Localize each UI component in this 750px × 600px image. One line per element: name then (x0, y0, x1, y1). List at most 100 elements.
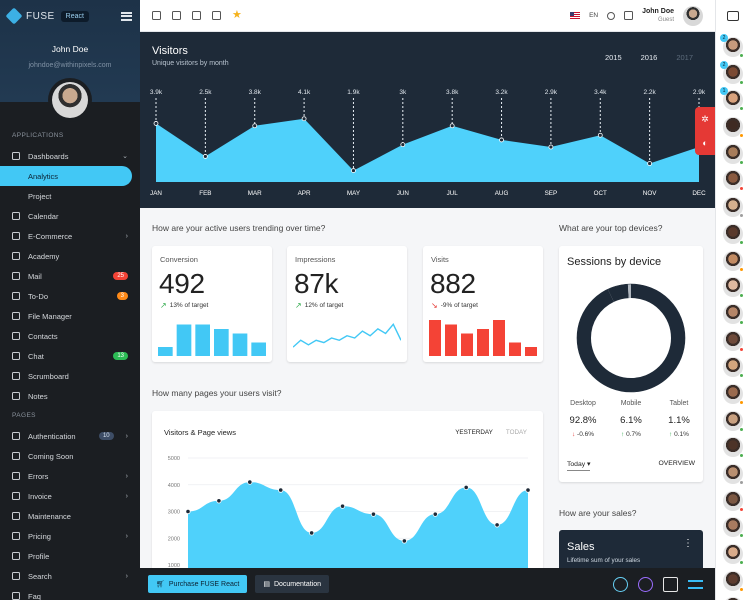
toolbar-user-role: Guest (657, 16, 674, 23)
language-label[interactable]: EN (589, 12, 599, 19)
contact-avatar[interactable] (723, 117, 744, 139)
documentation-label: Documentation (273, 580, 322, 588)
sidebar-item-dashboards[interactable]: Dashboards ⌄ (0, 146, 140, 166)
overview-button[interactable]: OVERVIEW (658, 460, 695, 467)
y-tick-label: 2000 (168, 536, 180, 542)
contact-avatar[interactable] (723, 197, 744, 219)
sidebar-item-authentication[interactable]: Authentication 10 › (0, 426, 140, 446)
kpi-value: 87k (294, 268, 339, 299)
bookmark-icon[interactable] (624, 11, 634, 20)
react-logo-icon[interactable] (613, 576, 628, 592)
spark-bar (493, 320, 505, 356)
contact-avatar[interactable] (723, 464, 744, 485)
sidebar-item-pricing[interactable]: Pricing › (0, 526, 140, 546)
contact-avatar[interactable] (723, 330, 744, 352)
contact-avatar[interactable] (723, 170, 744, 192)
contact-avatar[interactable] (723, 250, 744, 272)
sidebar-item-mail[interactable]: Mail 25 (0, 266, 140, 286)
more-vert-icon[interactable]: ⋮ (683, 538, 693, 549)
year-2016-tab[interactable]: 2016 (640, 53, 658, 62)
visits-bar-chart (429, 320, 537, 356)
purchase-button[interactable]: 🛒︎ Purchase FUSE React (148, 575, 248, 593)
contact-avatar[interactable] (723, 437, 744, 459)
sidebar-item-calendar[interactable]: Calendar (0, 206, 140, 226)
sidebar-item-analytics[interactable]: Analytics (0, 166, 132, 186)
month-label: JUL (447, 190, 459, 197)
tab-today[interactable]: TODAY (505, 429, 527, 436)
contact-avatar[interactable] (723, 383, 744, 405)
data-point (525, 487, 531, 493)
sidebar-item-file-manager[interactable]: File Manager (0, 306, 140, 326)
sidebar-item-label: Mail (28, 271, 42, 281)
sidebar-avatar[interactable] (48, 78, 92, 122)
chevron-icon: › (125, 432, 128, 440)
contact-avatar[interactable]: 1 (720, 87, 744, 112)
count-badge: 13 (113, 352, 128, 360)
sidebar-item-e-commerce[interactable]: E-Commerce › (0, 226, 140, 246)
calendar-shortcut-icon[interactable] (152, 11, 161, 20)
contact-avatar[interactable]: 2 (720, 60, 744, 85)
sidebar-item-profile[interactable]: Profile (0, 546, 140, 566)
sidebar-item-invoice[interactable]: Invoice › (0, 486, 140, 506)
sidebar-item-contacts[interactable]: Contacts (0, 326, 140, 346)
sidebar-item-label: Coming Soon (28, 451, 74, 461)
contact-avatar[interactable] (723, 357, 744, 379)
contact-avatar[interactable]: 2 (720, 34, 744, 58)
tasks-shortcut-icon[interactable] (212, 11, 221, 20)
chat-toggle[interactable] (716, 0, 750, 32)
sidebar-item-to-do[interactable]: To-Do 3 (0, 286, 140, 306)
theme-palette-icon[interactable]: ◐ (702, 138, 708, 149)
range-select[interactable]: Today ▾ (567, 460, 591, 471)
sidebar-item-coming-soon[interactable]: Coming Soon (0, 446, 140, 466)
data-point (278, 487, 284, 493)
pageviews-tabs: YESTERDAY TODAY (455, 429, 527, 436)
sidebar-item-maintenance[interactable]: Maintenance (0, 506, 140, 526)
contact-avatar[interactable] (723, 597, 743, 600)
tailwind-logo-icon[interactable] (688, 579, 703, 589)
toolbar-user[interactable]: John Doe Guest (642, 7, 674, 25)
contact-avatar[interactable] (723, 303, 744, 325)
settings-gear-icon[interactable]: ✲ (701, 113, 709, 124)
mail-icon (12, 272, 20, 280)
year-2017-tab[interactable]: 2017 (676, 53, 693, 62)
value-label: 3.8k (446, 89, 459, 96)
tab-yesterday[interactable]: YESTERDAY (455, 429, 493, 436)
contact-avatar[interactable] (723, 410, 744, 432)
sidebar-item-search[interactable]: Search › (0, 566, 140, 586)
sidebar-item-project[interactable]: Project (0, 186, 140, 206)
data-point (247, 479, 253, 485)
menu-toggle-icon[interactable] (121, 11, 132, 21)
star-icon[interactable]: ★ (232, 9, 242, 21)
contacts-list: 2 2 1 (716, 32, 750, 600)
mail-shortcut-icon[interactable] (172, 11, 181, 20)
contact-avatar[interactable] (723, 223, 744, 245)
data-point (597, 132, 603, 138)
us-flag-icon[interactable] (570, 12, 581, 19)
documentation-button[interactable]: ▤ Documentation (255, 575, 330, 593)
sidebar-item-errors[interactable]: Errors › (0, 466, 140, 486)
donut-slice-desktop (577, 284, 685, 392)
sidebar-item-scrumboard[interactable]: Scrumboard (0, 366, 140, 386)
contacts-shortcut-icon[interactable] (192, 11, 201, 20)
toolbar-avatar[interactable] (683, 5, 703, 26)
sidebar-item-label: Maintenance (28, 511, 71, 521)
redux-logo-icon[interactable] (638, 576, 653, 592)
contact-avatar[interactable] (723, 143, 744, 165)
contact-avatar[interactable] (723, 277, 744, 299)
sidebar-item-faq[interactable]: Faq (0, 586, 140, 600)
device-donut-chart (576, 283, 686, 393)
contact-avatar[interactable] (723, 544, 744, 566)
sidebar-item-notes[interactable]: Notes (0, 386, 140, 406)
year-2015-tab[interactable]: 2015 (604, 53, 622, 62)
sidebar-item-academy[interactable]: Academy (0, 246, 140, 266)
contact-avatar[interactable] (723, 490, 744, 512)
settings-panel-toggle[interactable]: ✲ ◐ (695, 107, 715, 155)
search-icon[interactable] (607, 11, 616, 20)
sidebar-item-chat[interactable]: Chat 13 (0, 346, 140, 366)
contact-avatar[interactable] (723, 517, 744, 539)
contact-avatar[interactable] (723, 570, 744, 592)
sidebar-item-label: E-Commerce (28, 231, 73, 241)
dashboard-content: How are your active users trending over … (140, 208, 715, 571)
avatar-photo (52, 82, 88, 118)
material-ui-logo-icon[interactable] (663, 576, 678, 592)
